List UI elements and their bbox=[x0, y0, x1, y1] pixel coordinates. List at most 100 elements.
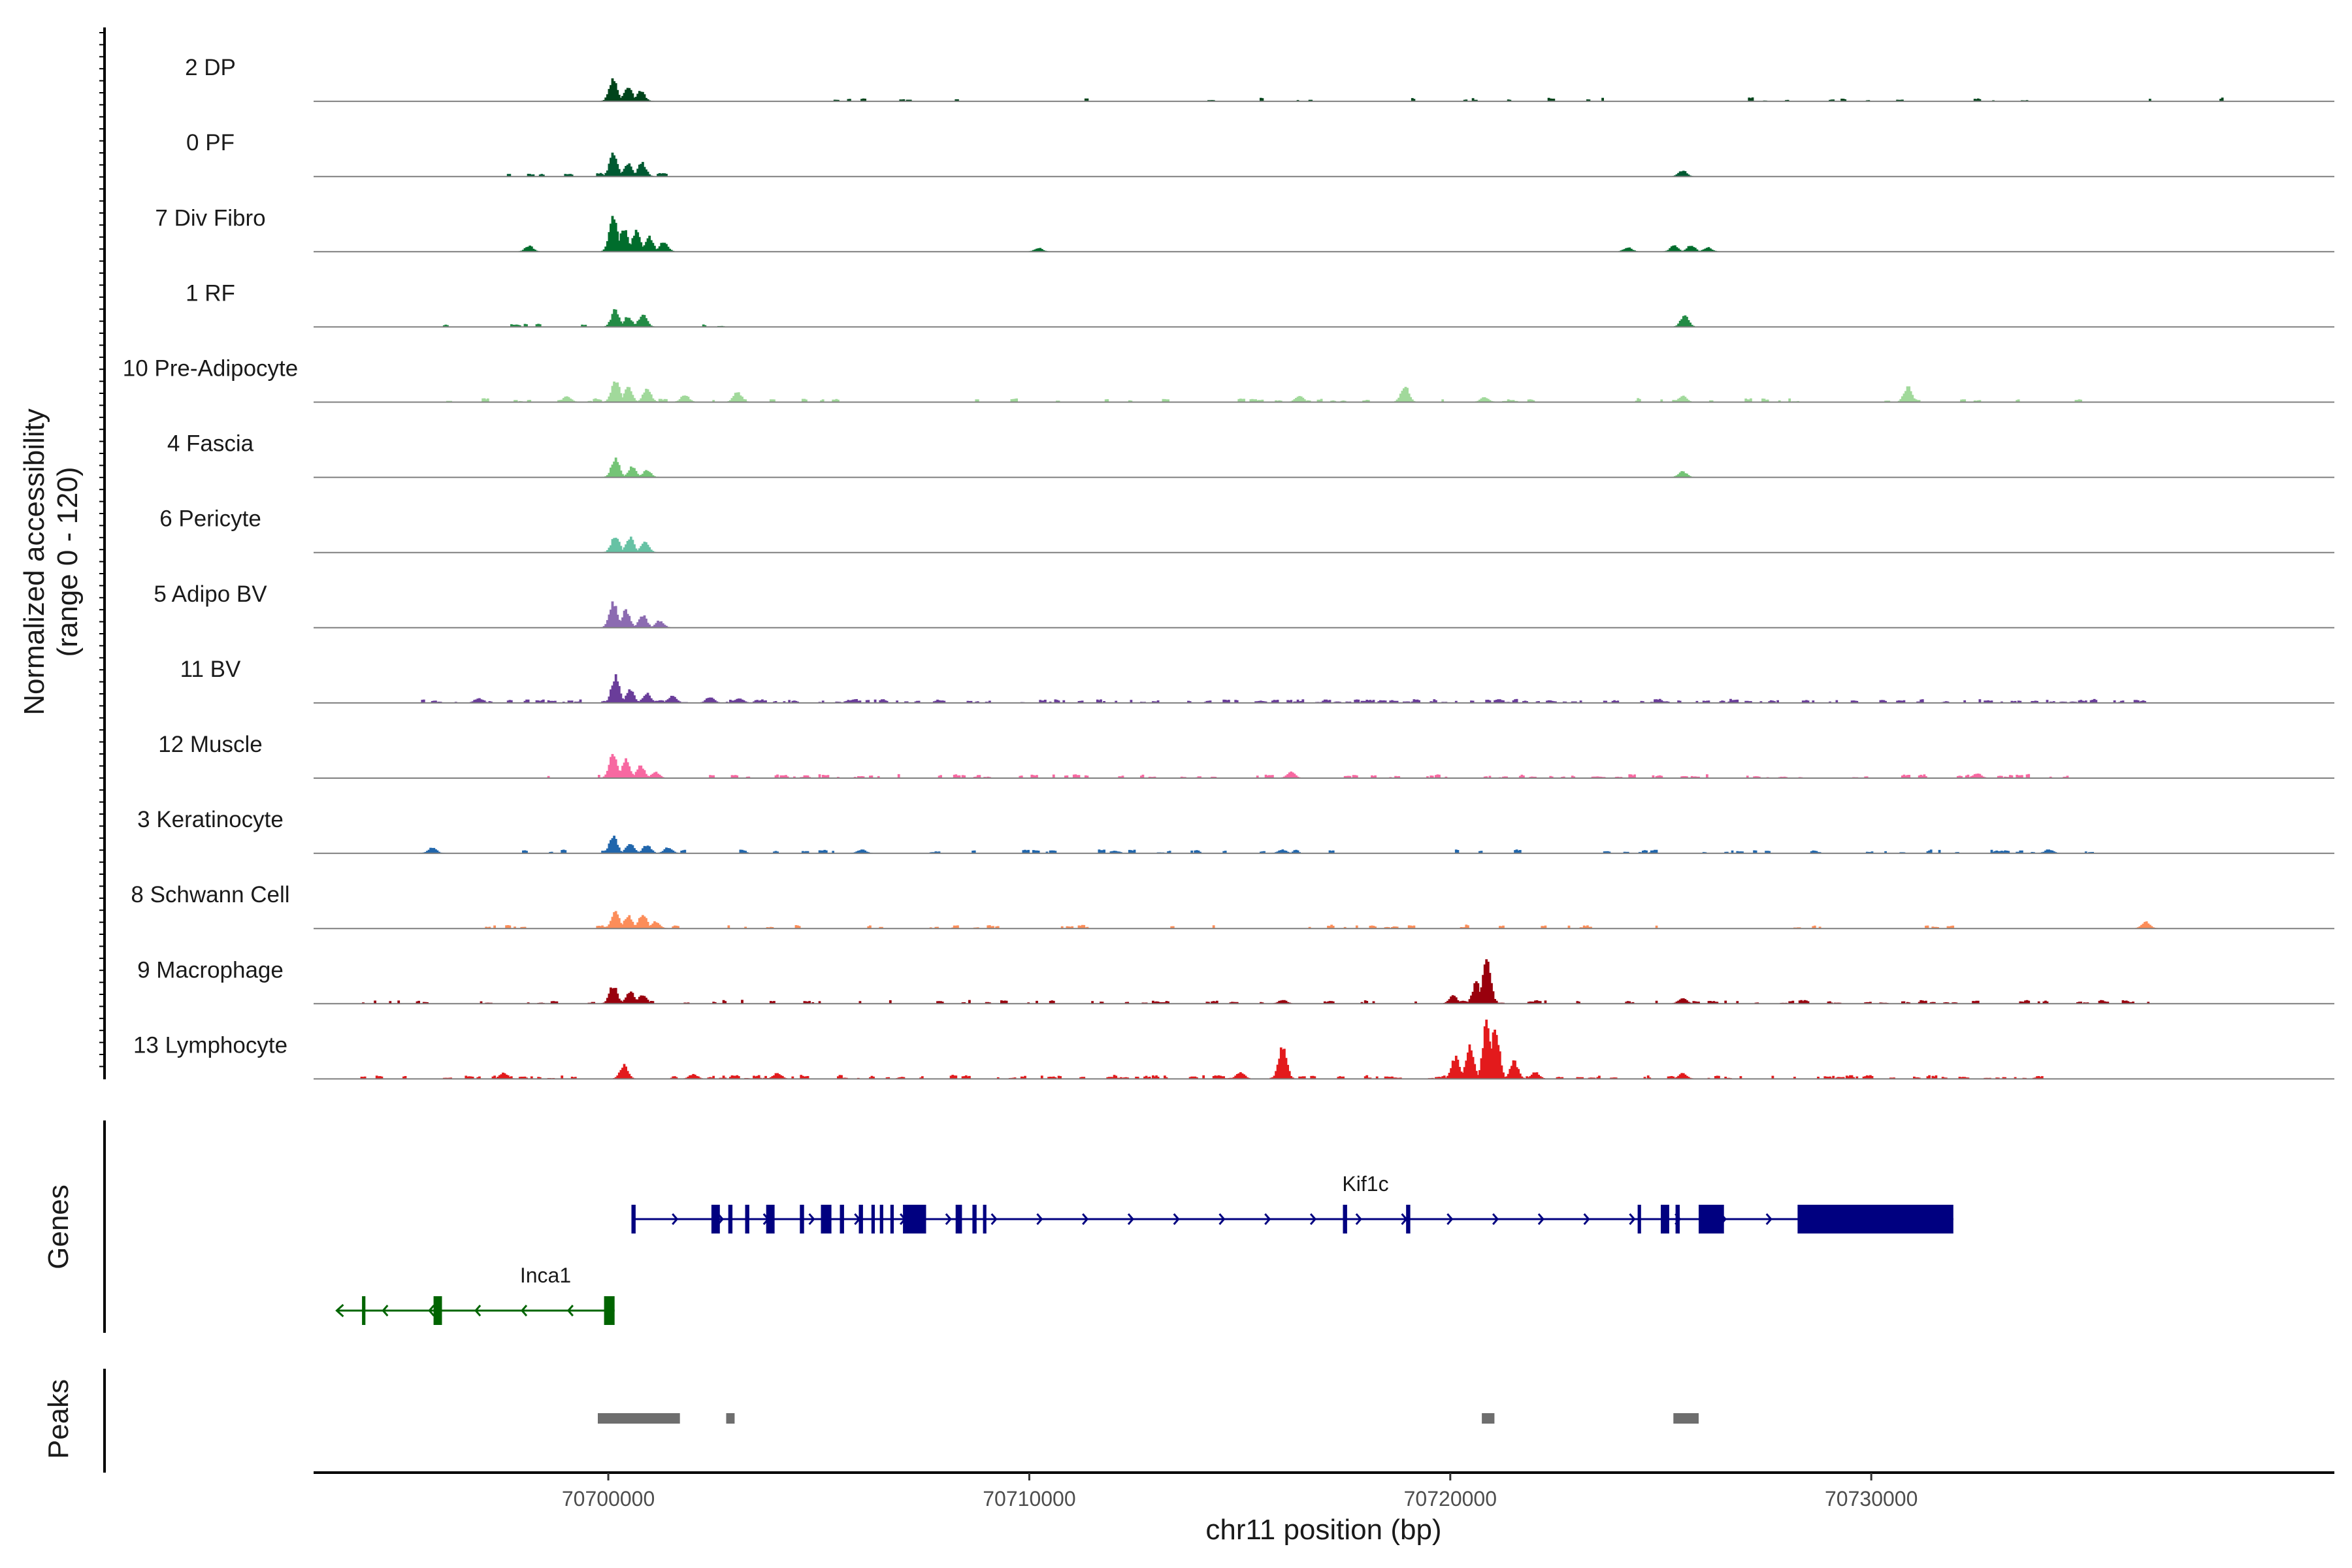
x-tick-label: 70700000 bbox=[562, 1487, 655, 1511]
coverage-area bbox=[314, 536, 2334, 553]
gene-exon bbox=[955, 1205, 962, 1233]
gene-exon bbox=[1699, 1205, 1724, 1233]
track-12-muscle: 12 Muscle bbox=[158, 732, 2334, 779]
peak-region bbox=[1673, 1413, 1699, 1424]
track-11-bv: 11 BV bbox=[180, 657, 2334, 704]
strand-arrow bbox=[672, 1213, 679, 1225]
track-13-lymphocyte: 13 Lymphocyte bbox=[133, 1019, 2334, 1080]
peaks-panel: Peaks bbox=[42, 1369, 1699, 1473]
track-1-rf: 1 RF bbox=[186, 280, 2334, 328]
coverage-area bbox=[314, 911, 2334, 929]
track-8-schwann-cell: 8 Schwann Cell bbox=[131, 882, 2334, 930]
coverage-area bbox=[314, 309, 2334, 327]
track-label: 1 RF bbox=[186, 280, 235, 306]
track-2-dp: 2 DP bbox=[185, 55, 2334, 103]
gene-exon bbox=[879, 1205, 883, 1233]
strand-arrow bbox=[1629, 1213, 1636, 1225]
track-label: 4 Fascia bbox=[167, 431, 254, 457]
strand-arrow bbox=[1218, 1213, 1226, 1225]
gene-exon bbox=[362, 1296, 366, 1325]
strand-arrow bbox=[474, 1305, 482, 1316]
strand-arrow bbox=[1355, 1213, 1362, 1225]
track-label: 6 Pericyte bbox=[159, 506, 261, 532]
strand-arrow bbox=[808, 1213, 815, 1225]
gene-label: Inca1 bbox=[520, 1264, 571, 1287]
gene-exon bbox=[800, 1205, 804, 1233]
strand-arrow bbox=[1309, 1213, 1317, 1225]
coverage-area bbox=[314, 457, 2334, 478]
gene-exon bbox=[1675, 1205, 1680, 1233]
track-label: 8 Schwann Cell bbox=[131, 882, 289, 907]
strand-arrow bbox=[1036, 1213, 1043, 1225]
gene-exon bbox=[903, 1205, 926, 1233]
track-label: 11 BV bbox=[180, 657, 241, 682]
track-label: 12 Muscle bbox=[158, 732, 263, 757]
gene-exon bbox=[1797, 1205, 1953, 1233]
x-tick-label: 70720000 bbox=[1404, 1487, 1497, 1511]
gene-exon bbox=[1661, 1205, 1669, 1233]
y-axis-title-line-1: Normalized accessibility bbox=[18, 408, 50, 715]
strand-arrow bbox=[1082, 1213, 1089, 1225]
coverage-area bbox=[314, 216, 2334, 252]
strand-arrow bbox=[382, 1305, 389, 1316]
coverage-area bbox=[314, 78, 2334, 102]
peak-region bbox=[1482, 1413, 1495, 1424]
gene-exon bbox=[983, 1205, 987, 1233]
track-5-adipo-bv: 5 Adipo BV bbox=[154, 581, 2334, 629]
track-10-pre-adipocyte: 10 Pre-Adipocyte bbox=[123, 356, 2334, 403]
gene-exon bbox=[711, 1205, 720, 1233]
coverage-tracks: 2 DP 0 PF 7 Div Fibro 1 RF 10 Pre-Adipocyte 4… bbox=[123, 55, 2334, 1080]
gene-exon bbox=[1406, 1205, 1411, 1233]
strand-arrow bbox=[1173, 1213, 1180, 1225]
gene-exon bbox=[604, 1296, 615, 1325]
y-axis-title: Normalized accessibility (range 0 - 120) bbox=[18, 408, 84, 715]
peak-region bbox=[598, 1413, 680, 1424]
coverage-area bbox=[314, 754, 2334, 779]
gene-exon bbox=[871, 1205, 875, 1233]
strand-arrow bbox=[1765, 1213, 1772, 1225]
coverage-area bbox=[314, 601, 2334, 629]
coverage-area bbox=[314, 959, 2334, 1004]
strand-arrow bbox=[1446, 1213, 1454, 1225]
gene-exon bbox=[972, 1205, 977, 1233]
track-0-pf: 0 PF bbox=[186, 130, 2334, 178]
gene-label: Kif1c bbox=[1342, 1172, 1388, 1196]
x-tick-label: 70730000 bbox=[1825, 1487, 1918, 1511]
track-4-fascia: 4 Fascia bbox=[167, 431, 2334, 478]
track-6-pericyte: 6 Pericyte bbox=[159, 506, 2334, 553]
strand-arrow bbox=[520, 1305, 528, 1316]
strand-arrow bbox=[1127, 1213, 1134, 1225]
x-tick-label: 70710000 bbox=[983, 1487, 1075, 1511]
gene-kif1c: Kif1c bbox=[631, 1172, 1953, 1233]
gene-inca1: Inca1 bbox=[335, 1264, 615, 1325]
gene-exon bbox=[745, 1205, 749, 1233]
strand-arrow bbox=[945, 1213, 952, 1225]
strand-arrow bbox=[1537, 1213, 1544, 1225]
y-axis-title-line-2: (range 0 - 120) bbox=[52, 466, 84, 657]
gene-exon bbox=[631, 1205, 636, 1233]
track-3-keratinocyte: 3 Keratinocyte bbox=[137, 807, 2334, 855]
gene-exon bbox=[821, 1205, 832, 1233]
track-label: 3 Keratinocyte bbox=[137, 807, 284, 832]
gene-exon bbox=[890, 1205, 894, 1233]
track-7-div-fibro: 7 Div Fibro bbox=[155, 205, 2334, 253]
gene-exon bbox=[433, 1296, 442, 1325]
track-label: 0 PF bbox=[186, 130, 235, 155]
peak-region bbox=[726, 1413, 735, 1424]
strand-arrow bbox=[1264, 1213, 1271, 1225]
strand-arrow bbox=[1583, 1213, 1590, 1225]
track-label: 13 Lymphocyte bbox=[133, 1032, 287, 1058]
genes-panel-title: Genes bbox=[42, 1184, 74, 1269]
coverage-area bbox=[314, 674, 2334, 704]
track-label: 2 DP bbox=[185, 55, 236, 80]
coverage-area bbox=[314, 1019, 2334, 1079]
track-9-macrophage: 9 Macrophage bbox=[137, 957, 2334, 1005]
y-axis-ruler bbox=[99, 27, 106, 1079]
gene-exon bbox=[840, 1205, 844, 1233]
strand-arrow bbox=[566, 1305, 574, 1316]
gene-exon bbox=[1343, 1205, 1347, 1233]
strand-arrow bbox=[428, 1305, 435, 1316]
track-label: 7 Div Fibro bbox=[155, 205, 265, 231]
gene-exon bbox=[858, 1205, 863, 1233]
